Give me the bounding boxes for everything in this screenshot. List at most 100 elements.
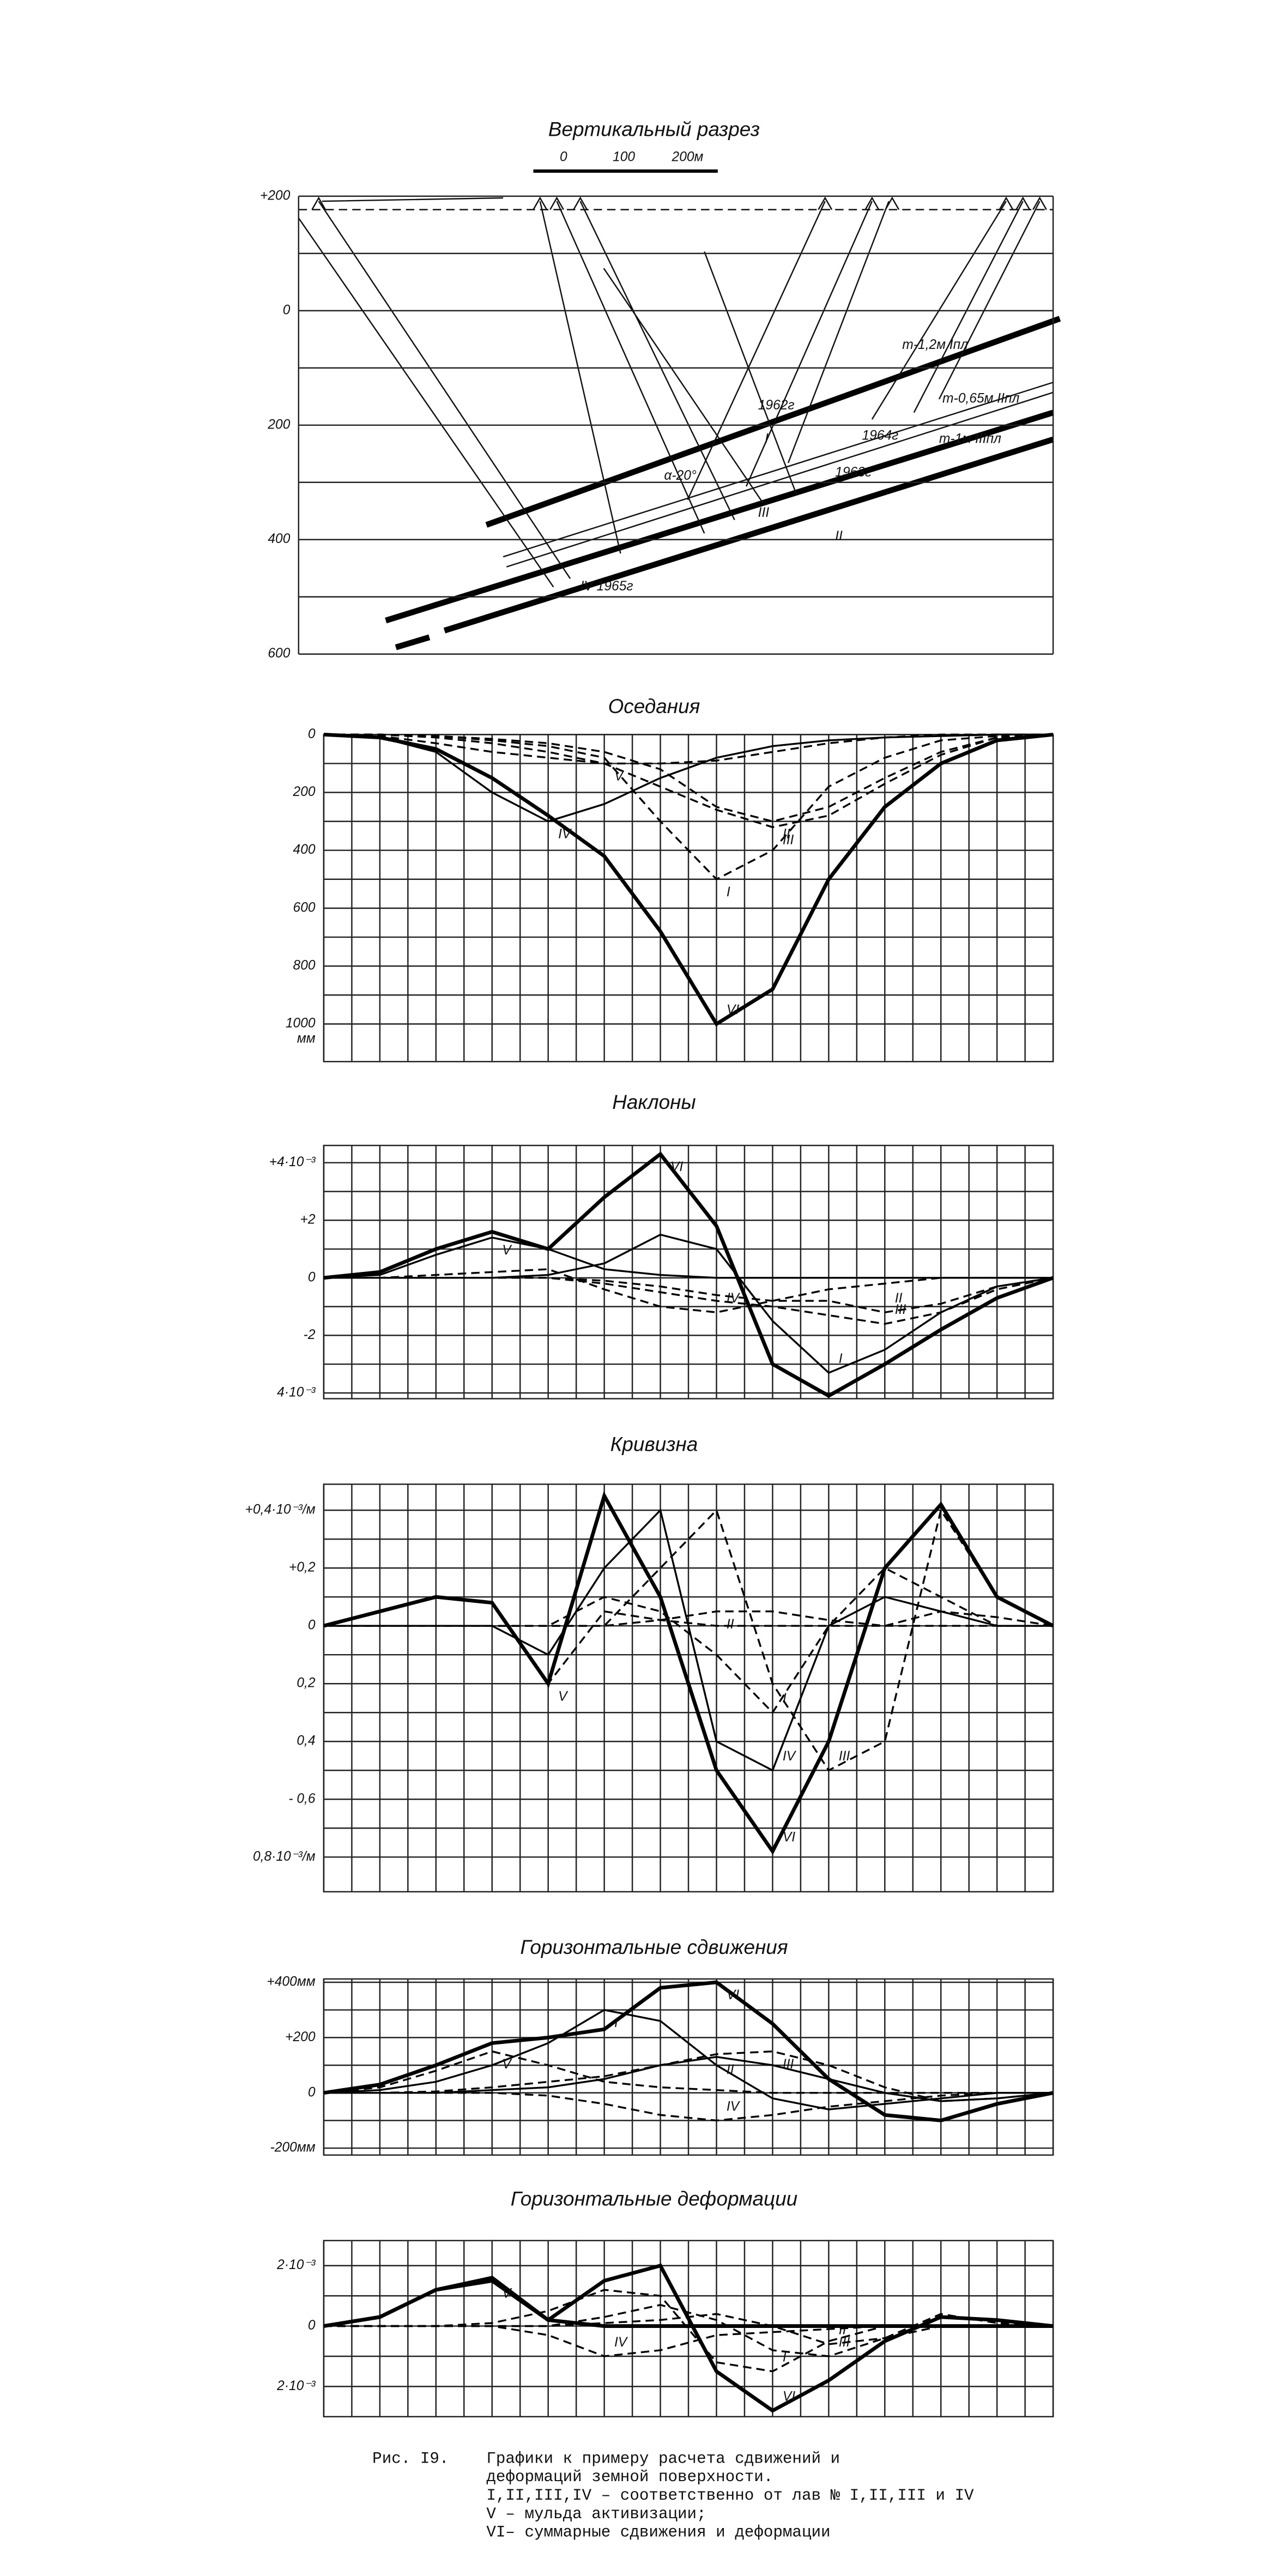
caption-line: Графики к примеру расчета сдвижений и	[486, 2450, 840, 2468]
y-tick-label: 800	[293, 958, 316, 973]
series-label: II	[727, 1617, 734, 1632]
y-tick-label: - 0,6	[288, 1791, 316, 1806]
series-label: IV	[558, 827, 572, 842]
series-label: I	[727, 885, 730, 900]
y-tick-label: 200	[293, 785, 316, 799]
section-geometry	[298, 196, 1061, 650]
y-tick-label: +4·10⁻³	[269, 1155, 316, 1169]
annotation: m-1м IIIпл	[939, 431, 1001, 446]
seam-2-top	[503, 382, 1054, 558]
y-tick-label: 600	[293, 900, 316, 915]
series-line	[323, 732, 1054, 1027]
series-label: III	[783, 2057, 794, 2072]
seam-4	[443, 436, 1054, 634]
influence-lines	[298, 197, 1041, 588]
caption-line: деформаций земной поверхности.	[486, 2468, 773, 2486]
annotation: m-1,2м Iпл	[902, 337, 968, 352]
annotation: III	[758, 505, 770, 520]
chart-title: Вертикальный разрез	[548, 118, 760, 141]
series-line	[323, 733, 1054, 828]
series-label: I	[783, 2350, 787, 2365]
y-tick-label: 400	[268, 532, 290, 546]
series-line	[323, 733, 1054, 823]
series-label: IV	[614, 2335, 628, 2350]
scale-label: 100	[613, 150, 635, 165]
series-line	[323, 2092, 1054, 2122]
annotation: IV 1965г	[580, 579, 633, 594]
series-label: V	[614, 769, 625, 784]
y-tick-label: 0,8·10⁻³/м	[253, 1849, 316, 1864]
series-line	[323, 1980, 1054, 2122]
series-label: III	[839, 1749, 850, 1764]
y-tick-label: 4·10⁻³	[277, 1385, 316, 1399]
y-tick-label: +0,2	[289, 1560, 316, 1575]
series-line	[323, 1268, 1054, 1313]
chart-title: Кривизна	[610, 1433, 698, 1455]
y-tick-label: 400	[293, 842, 316, 857]
y-tick-label: 0	[308, 1270, 316, 1284]
annotation: 1964г	[862, 428, 898, 443]
series-line	[323, 733, 1054, 823]
series-line	[323, 1236, 1054, 1279]
seam-2-bottom	[506, 391, 1054, 568]
series-line	[323, 2050, 1054, 2094]
y-tick-label: 0	[308, 1618, 316, 1633]
scale-label: 0	[560, 150, 567, 165]
annotation: α-20°	[664, 468, 697, 483]
caption-line: V – мульда активизации;	[486, 2505, 706, 2523]
y-tick-label: -2	[304, 1328, 316, 1342]
series-label: III	[839, 2335, 850, 2350]
y-unit: мм	[297, 1031, 316, 1046]
y-tick-label: 0	[308, 727, 316, 741]
series-label: I	[839, 1352, 843, 1366]
y-tick-label: +200	[260, 188, 291, 203]
scale-label: 200м	[672, 150, 704, 165]
series-line	[323, 733, 1054, 765]
y-tick-label: +0,4·10⁻³/м	[245, 1503, 316, 1517]
seam-4-dash	[395, 634, 431, 650]
chart-title: Горизонтальные сдвижения	[520, 1936, 788, 1958]
series-label: III	[895, 1302, 906, 1317]
caption-label: Рис. I9.	[372, 2450, 449, 2468]
series-line	[323, 2050, 1054, 2102]
y-tick-label: 600	[268, 646, 290, 661]
series-label: I	[614, 2016, 618, 2030]
series-label: II	[895, 1291, 903, 1306]
series-label: V	[502, 2287, 512, 2301]
y-tick-label: +400мм	[267, 1974, 315, 1989]
chart-title: Оседания	[608, 695, 700, 717]
annotation: m-0,65м IIпл	[942, 391, 1019, 406]
series-label: IV	[783, 1749, 797, 1764]
series-label: IV	[727, 1291, 741, 1306]
caption-line: I,II,III,IV – соответственно от лав № I,…	[486, 2487, 974, 2505]
seam-3	[385, 409, 1054, 624]
y-tick-label: 0,4	[297, 1734, 315, 1748]
series-line	[323, 2278, 1054, 2328]
series-line	[323, 1151, 1054, 1398]
series-line	[323, 1277, 1054, 1325]
y-tick-label: 2·10⁻³	[276, 2258, 316, 2272]
series-label: VI	[727, 1003, 739, 1017]
series-label: II	[783, 827, 790, 842]
annotation: 1962г	[758, 398, 795, 413]
series-label: IV	[727, 2099, 741, 2114]
series-label: VI	[727, 1988, 739, 2002]
series-label: VI	[783, 1830, 795, 1845]
y-tick-label: +2	[300, 1212, 316, 1227]
surface-markers	[311, 196, 1047, 210]
y-tick-label: 200	[267, 417, 290, 432]
y-tick-label: 0	[308, 2318, 316, 2333]
series-label: VI	[783, 2390, 795, 2404]
y-tick-label: 2·10⁻³	[276, 2379, 316, 2393]
series-label: V	[558, 1689, 569, 1704]
y-tick-label: +200	[285, 2030, 316, 2044]
series-line	[323, 1596, 1054, 1686]
y-tick-label: -200мм	[270, 2140, 316, 2155]
y-tick-label: 1000	[286, 1016, 316, 1031]
series-label: V	[502, 1243, 512, 1258]
annotation: II	[835, 529, 843, 544]
chart-title: Горизонтальные деформации	[511, 2188, 797, 2210]
series-label: V	[502, 2057, 512, 2072]
caption-line: VI– суммарные сдвижения и деформации	[486, 2524, 830, 2542]
